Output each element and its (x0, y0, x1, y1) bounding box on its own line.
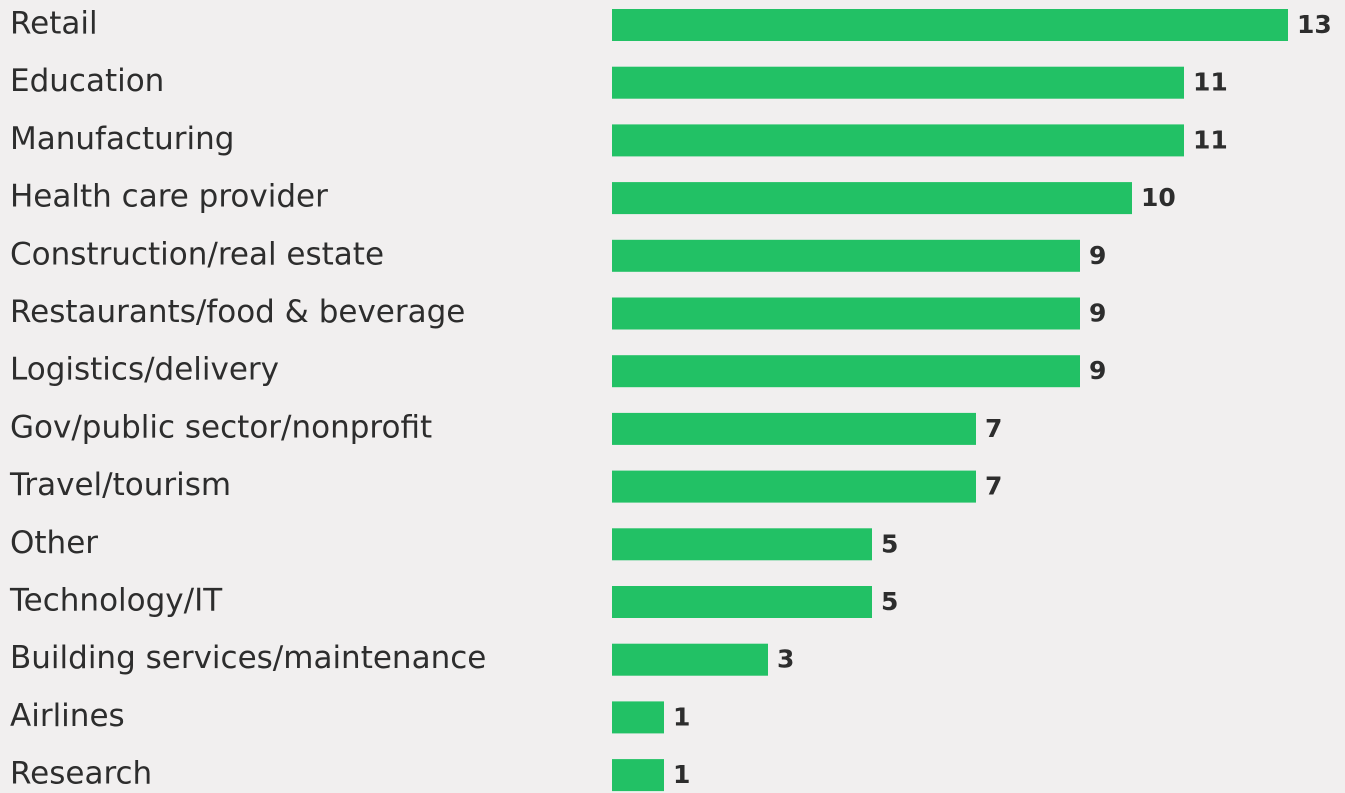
value-label: 7 (985, 472, 1002, 501)
value-label: 9 (1089, 299, 1106, 328)
value-label: 1 (673, 760, 690, 789)
bar (612, 643, 768, 676)
category-label: Retail (10, 6, 98, 42)
category-label: Logistics/delivery (10, 352, 279, 388)
category-label: Health care provider (10, 179, 328, 215)
bar (612, 528, 872, 561)
value-label: 11 (1193, 125, 1228, 154)
bar (612, 759, 664, 792)
category-label: Airlines (10, 698, 125, 734)
category-label: Manufacturing (10, 121, 234, 157)
category-label: Building services/maintenance (10, 640, 486, 676)
bar (612, 9, 1288, 41)
category-label: Other (10, 525, 98, 561)
bar (612, 586, 872, 618)
bar (612, 239, 1080, 272)
bar (612, 355, 1080, 388)
value-label: 3 (777, 645, 794, 674)
value-label: 10 (1141, 183, 1176, 212)
bar (612, 66, 1184, 99)
value-label: 7 (985, 414, 1002, 443)
bar (612, 470, 976, 503)
value-label: 13 (1297, 10, 1332, 39)
bar (612, 701, 664, 734)
category-label: Research (10, 756, 152, 792)
category-label: Education (10, 63, 164, 99)
bar (612, 124, 1184, 157)
value-label: 11 (1193, 68, 1228, 97)
value-label: 5 (881, 529, 898, 558)
bar (612, 297, 1080, 330)
value-label: 5 (881, 587, 898, 616)
category-label: Technology/IT (9, 583, 223, 619)
category-label: Travel/tourism (9, 467, 231, 503)
bar (612, 412, 976, 445)
bar (612, 182, 1132, 215)
category-label: Gov/public sector/nonprofit (10, 409, 432, 445)
value-label: 9 (1089, 241, 1106, 270)
category-label: Restaurants/food & beverage (10, 294, 465, 330)
value-label: 9 (1089, 356, 1106, 385)
value-label: 1 (673, 702, 690, 731)
category-label: Construction/real estate (10, 236, 384, 272)
